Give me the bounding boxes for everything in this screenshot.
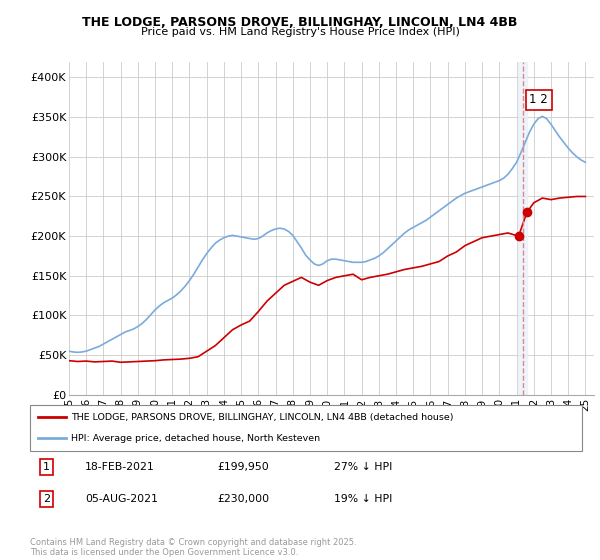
- Text: £199,950: £199,950: [218, 462, 269, 472]
- Text: Contains HM Land Registry data © Crown copyright and database right 2025.
This d: Contains HM Land Registry data © Crown c…: [30, 538, 356, 557]
- Text: 05-AUG-2021: 05-AUG-2021: [85, 494, 158, 504]
- Text: Price paid vs. HM Land Registry's House Price Index (HPI): Price paid vs. HM Land Registry's House …: [140, 27, 460, 37]
- Text: 18-FEB-2021: 18-FEB-2021: [85, 462, 155, 472]
- Text: HPI: Average price, detached house, North Kesteven: HPI: Average price, detached house, Nort…: [71, 434, 320, 443]
- Text: 1: 1: [43, 462, 50, 472]
- Text: 27% ↓ HPI: 27% ↓ HPI: [334, 462, 392, 472]
- Text: THE LODGE, PARSONS DROVE, BILLINGHAY, LINCOLN, LN4 4BB (detached house): THE LODGE, PARSONS DROVE, BILLINGHAY, LI…: [71, 413, 454, 422]
- Text: THE LODGE, PARSONS DROVE, BILLINGHAY, LINCOLN, LN4 4BB: THE LODGE, PARSONS DROVE, BILLINGHAY, LI…: [82, 16, 518, 29]
- Bar: [518, 62, 527, 395]
- Text: 19% ↓ HPI: 19% ↓ HPI: [334, 494, 392, 504]
- Text: £230,000: £230,000: [218, 494, 270, 504]
- Text: 2: 2: [43, 494, 50, 504]
- Text: 1 2: 1 2: [529, 93, 548, 106]
